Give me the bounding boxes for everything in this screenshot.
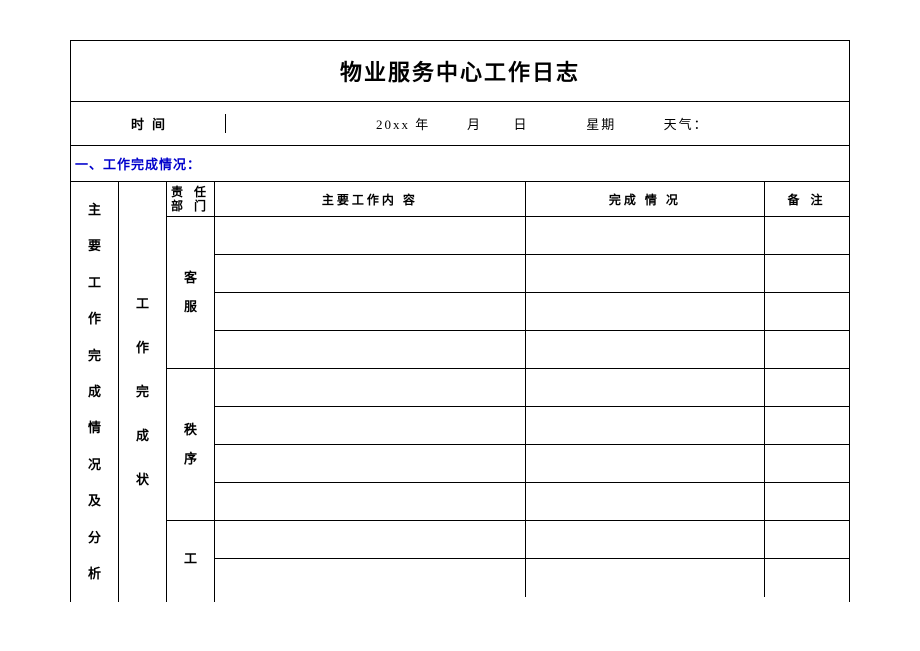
content-cell [215,217,526,254]
table-row [215,331,849,369]
content-cell [215,483,526,520]
note-cell [765,369,849,406]
dept-header-line1: 责 任 [171,185,210,199]
dept-cell: 工 [167,521,214,597]
year-text: 20xx 年 [376,117,430,132]
main-category-label: 主要工作完成情况及分析 [88,192,101,592]
day-text: 日 [514,117,529,132]
note-cell [765,445,849,482]
vertical-char: 成 [136,414,149,458]
vertical-char: 分 [88,520,101,556]
time-label: 时间 [71,114,226,133]
vertical-char: 完 [88,338,101,374]
note-cell [765,217,849,254]
content-cell [215,559,526,597]
status-cell [526,407,765,444]
vertical-char: 及 [88,483,101,519]
note-header: 备 注 [765,182,849,216]
dept-header-line2: 部 门 [171,199,210,213]
note-cell [765,521,849,558]
dept-char: 客 [184,264,197,293]
table-row [215,255,849,293]
vertical-char: 完 [136,370,149,414]
main-table: 主要工作完成情况及分析 工作完成状 责 任 部 门 客服秩序工 主要工作内 容 … [71,181,849,602]
status-cell [526,331,765,368]
content-cell [215,407,526,444]
table-row [215,369,849,407]
table-row [215,445,849,483]
content-cell [215,445,526,482]
vertical-char: 析 [88,556,101,592]
dept-char: 工 [184,545,197,574]
dept-char: 序 [184,445,197,474]
table-row [215,407,849,445]
note-cell [765,483,849,520]
dept-cell: 秩序 [167,369,214,521]
weather-text: 天气： [664,117,709,132]
section-title: 一、工作完成情况： [71,146,849,181]
vertical-char: 工 [136,282,149,326]
vertical-char: 要 [88,228,101,264]
dept-header: 责 任 部 门 [167,182,214,217]
table-header-row: 主要工作内 容 完成 情 况 备 注 [215,182,849,217]
status-cell [526,293,765,330]
department-col: 责 任 部 门 客服秩序工 [167,182,215,602]
table-row [215,293,849,331]
vertical-char: 作 [136,326,149,370]
vertical-char: 作 [88,301,101,337]
main-category-col: 主要工作完成情况及分析 [71,182,119,602]
table-row [215,217,849,255]
note-cell [765,331,849,368]
vertical-char: 主 [88,192,101,228]
table-row [215,559,849,597]
content-cell [215,293,526,330]
status-cell [526,445,765,482]
log-form: 物业服务中心工作日志 时间 20xx 年 月 日 星期 天气： 一、工作完成情况… [70,40,850,602]
dept-cell: 客服 [167,217,214,369]
status-cell [526,369,765,406]
note-cell [765,407,849,444]
time-row: 时间 20xx 年 月 日 星期 天气： [71,102,849,146]
table-row [215,483,849,521]
table-row [215,521,849,559]
weekday-text: 星期 [586,117,616,132]
status-cell [526,521,765,558]
note-cell [765,255,849,292]
content-cell [215,369,526,406]
vertical-char: 情 [88,410,101,446]
content-header: 主要工作内 容 [215,182,526,216]
dept-char: 服 [184,293,197,322]
status-cell [526,255,765,292]
vertical-char: 工 [88,265,101,301]
sub-category-label: 工作完成状 [136,282,149,503]
vertical-char: 况 [88,447,101,483]
dept-char: 秩 [184,416,197,445]
status-header: 完成 情 况 [526,182,765,216]
vertical-char: 状 [136,458,149,502]
form-title: 物业服务中心工作日志 [71,41,849,102]
status-cell [526,559,765,597]
content-cell [215,521,526,558]
note-cell [765,559,849,597]
month-text: 月 [467,117,482,132]
data-panel: 主要工作内 容 完成 情 况 备 注 [215,182,849,602]
note-cell [765,293,849,330]
vertical-char: 成 [88,374,101,410]
content-cell [215,331,526,368]
time-content: 20xx 年 月 日 星期 天气： [226,114,849,133]
status-cell [526,483,765,520]
content-cell [215,255,526,292]
status-cell [526,217,765,254]
sub-category-col: 工作完成状 [119,182,167,602]
